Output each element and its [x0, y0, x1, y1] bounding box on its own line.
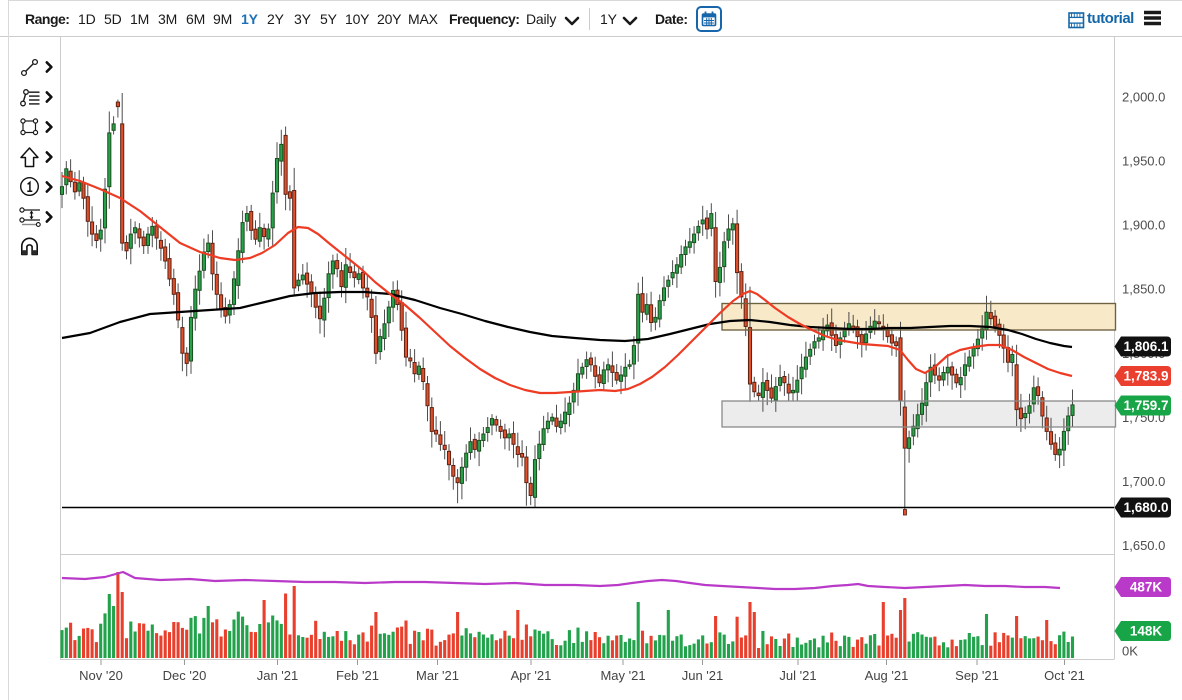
- svg-text:Aug '21: Aug '21: [865, 668, 909, 683]
- svg-text:Oct '21: Oct '21: [1044, 668, 1085, 683]
- svg-text:1,950.0: 1,950.0: [1122, 154, 1165, 169]
- svg-text:1,900.0: 1,900.0: [1122, 218, 1165, 233]
- svg-text:148K: 148K: [1130, 624, 1163, 639]
- svg-text:Feb '21: Feb '21: [336, 668, 379, 683]
- svg-text:Sep '21: Sep '21: [955, 668, 999, 683]
- svg-text:1,680.0: 1,680.0: [1123, 500, 1168, 515]
- svg-text:1,850.0: 1,850.0: [1122, 282, 1165, 297]
- svg-text:487K: 487K: [1130, 580, 1163, 595]
- svg-text:0K: 0K: [1122, 644, 1138, 659]
- svg-text:Nov '20: Nov '20: [79, 668, 123, 683]
- svg-text:1,650.0: 1,650.0: [1122, 538, 1165, 553]
- svg-text:1,759.7: 1,759.7: [1123, 398, 1168, 413]
- svg-text:1,700.0: 1,700.0: [1122, 474, 1165, 489]
- svg-text:Dec '20: Dec '20: [163, 668, 207, 683]
- svg-text:2,000.0: 2,000.0: [1122, 90, 1165, 105]
- svg-text:Jul '21: Jul '21: [779, 668, 816, 683]
- svg-text:Jun '21: Jun '21: [682, 668, 724, 683]
- svg-text:Mar '21: Mar '21: [416, 668, 459, 683]
- svg-text:May '21: May '21: [600, 668, 645, 683]
- svg-text:1,806.1: 1,806.1: [1123, 339, 1169, 354]
- svg-text:Jan '21: Jan '21: [257, 668, 299, 683]
- svg-text:Apr '21: Apr '21: [511, 668, 552, 683]
- svg-text:1,783.9: 1,783.9: [1123, 369, 1168, 384]
